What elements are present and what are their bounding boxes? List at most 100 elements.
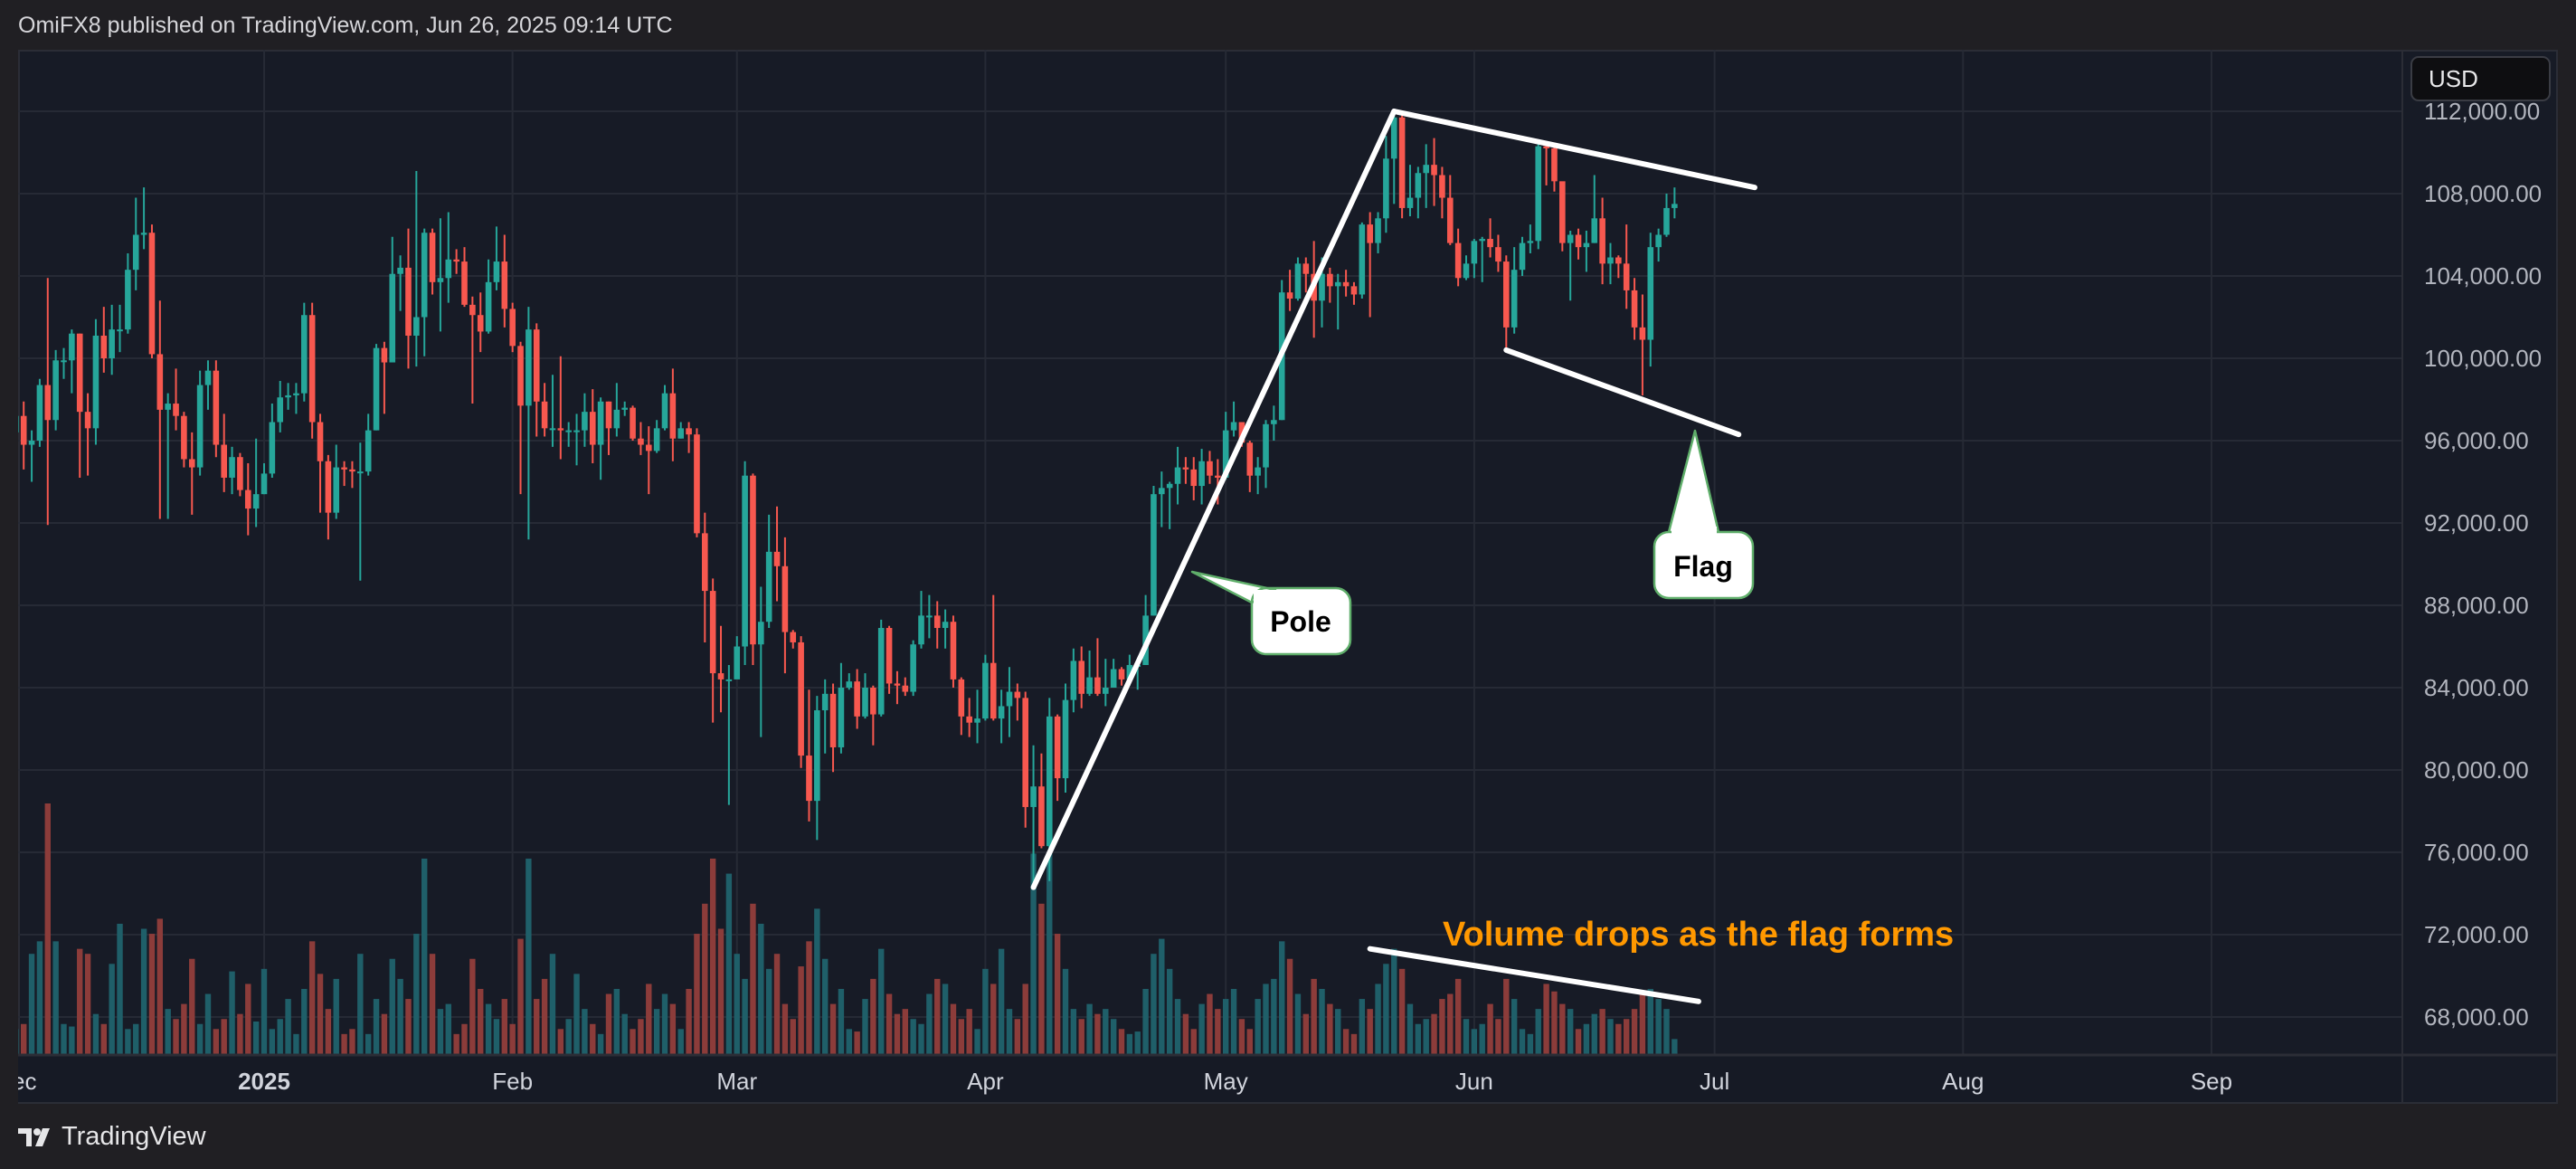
- candle-body: [877, 628, 885, 715]
- price-tick-label: 80,000.00: [2424, 756, 2529, 784]
- candle: [1271, 405, 1277, 441]
- volume-bar: [605, 993, 612, 1054]
- volume-bar: [1030, 853, 1037, 1054]
- candle: [20, 401, 27, 470]
- candle: [365, 413, 372, 476]
- candle-body: [125, 270, 131, 330]
- volume-bar: [196, 1023, 204, 1054]
- candle: [717, 625, 724, 713]
- candle-body: [1014, 691, 1021, 699]
- candle-body: [36, 385, 43, 441]
- candle-body: [1174, 467, 1181, 484]
- annotations: Pole Flag Volume drops as the flag forms: [1030, 109, 1954, 1004]
- candle: [734, 636, 741, 680]
- volume-bar: [357, 954, 364, 1054]
- candle-body: [541, 401, 548, 429]
- volume-bar: [1198, 1003, 1205, 1054]
- candle: [1367, 212, 1373, 318]
- volume-bar: [221, 1019, 227, 1054]
- volume-bar: [333, 978, 339, 1054]
- volume-bar: [28, 954, 35, 1054]
- candle: [269, 404, 276, 478]
- candle-body: [862, 688, 868, 717]
- candle-body: [109, 329, 115, 358]
- volume-bar: [646, 984, 652, 1054]
- candle-body: [638, 438, 644, 445]
- price-tick-label: 72,000.00: [2424, 921, 2529, 948]
- candle: [44, 278, 52, 526]
- volume-bar: [806, 941, 812, 1054]
- candle-body: [1222, 430, 1229, 478]
- volume-bar: [1046, 853, 1053, 1054]
- candle-body: [621, 407, 628, 410]
- currency-button[interactable]: USD: [2410, 56, 2551, 101]
- volume-bar: [140, 928, 147, 1054]
- price-axis[interactable]: 112,000.00 108,000.00 104,000.00 100,000.00…: [2424, 98, 2542, 1031]
- candle: [661, 385, 668, 431]
- candle: [76, 333, 83, 478]
- candle: [846, 673, 853, 690]
- candle: [1535, 142, 1542, 250]
- candle: [92, 318, 99, 445]
- candle: [781, 537, 789, 674]
- candle: [709, 578, 716, 723]
- candle: [1406, 165, 1414, 217]
- volume-bar: [1246, 1029, 1253, 1054]
- candle: [204, 360, 212, 410]
- candle-body: [765, 551, 772, 623]
- candle: [373, 344, 380, 431]
- volume-bar: [886, 993, 893, 1054]
- candle: [886, 625, 893, 694]
- candle: [1014, 683, 1021, 721]
- candle: [477, 292, 484, 353]
- candle-body: [958, 679, 965, 717]
- candle-body: [132, 234, 139, 271]
- candle-body: [926, 615, 933, 618]
- volume-bar: [1078, 1019, 1084, 1054]
- volume-bar: [365, 1033, 372, 1054]
- volume-bar: [613, 988, 620, 1054]
- volume-bar: [982, 968, 989, 1054]
- volume-bar: [1151, 954, 1157, 1054]
- time-axis[interactable]: [18, 1054, 2402, 1102]
- volume-bar: [1591, 1013, 1597, 1054]
- candle: [533, 323, 540, 437]
- candle: [173, 368, 179, 431]
- candle: [806, 689, 812, 822]
- volume-bar: [1190, 1029, 1197, 1054]
- candle: [798, 636, 804, 768]
- volume-bar: [862, 999, 868, 1054]
- candle-body: [1406, 197, 1414, 208]
- volume-bar: [1367, 1009, 1373, 1054]
- candle: [397, 255, 403, 311]
- volume-bar: [1487, 1003, 1493, 1054]
- candle: [140, 187, 147, 250]
- volume-bar: [1255, 999, 1261, 1054]
- candle-body: [645, 444, 652, 451]
- candle-body: [1390, 117, 1397, 159]
- volume-bar: [1479, 1023, 1485, 1054]
- candlestick-chart[interactable]: 112,000.00 108,000.00 104,000.00 100,000.00…: [18, 50, 2558, 1104]
- volume-bar: [1599, 1009, 1605, 1054]
- candle-body: [429, 233, 436, 282]
- candle-body: [1415, 173, 1422, 198]
- candle: [493, 226, 500, 290]
- volume-bar: [1463, 1019, 1470, 1054]
- candle: [1006, 667, 1013, 737]
- candle-body: [1591, 218, 1598, 243]
- volume-bar: [84, 954, 91, 1054]
- candle-body: [1487, 239, 1493, 248]
- candle-body: [1207, 461, 1213, 476]
- tradingview-brand[interactable]: TradingView: [18, 1122, 206, 1152]
- volume-bar: [44, 803, 51, 1054]
- candle: [669, 368, 677, 461]
- candle-body: [886, 628, 893, 684]
- volume-bar: [445, 1003, 451, 1054]
- volume-bar: [21, 1023, 27, 1054]
- candle: [645, 426, 652, 495]
- candle: [1575, 228, 1582, 260]
- candle-body: [918, 615, 924, 645]
- candle: [1151, 486, 1157, 616]
- publisher-header: OmiFX8 published on TradingView.com, Jun…: [18, 13, 673, 38]
- candle-body: [814, 710, 820, 802]
